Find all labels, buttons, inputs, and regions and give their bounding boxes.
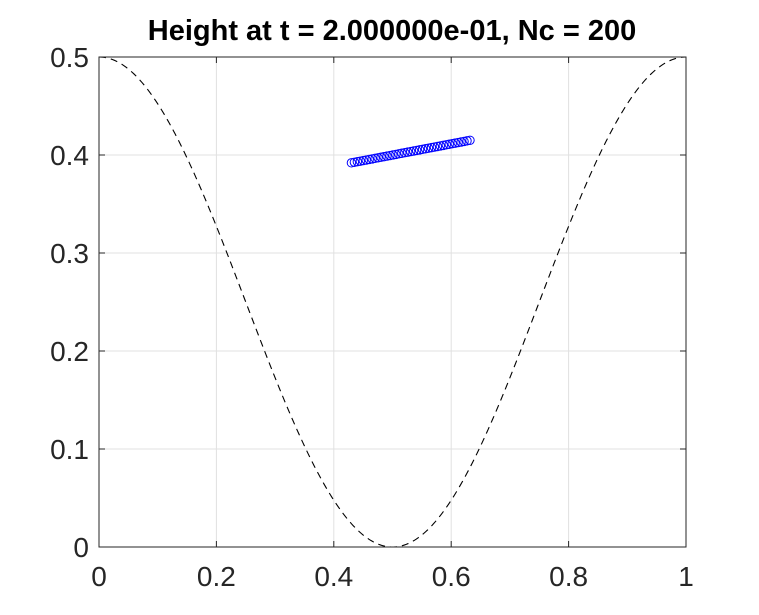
y-tick-labels: 0 0.1 0.2 0.3 0.4 0.5	[50, 42, 89, 563]
x-tick-label: 0.2	[197, 561, 236, 592]
x-tick-label: 1	[678, 561, 694, 592]
x-tick-label: 0.4	[314, 561, 353, 592]
reference-curve-layer	[98, 56, 687, 548]
plot-area-frame	[98, 56, 687, 548]
tick-marks	[98, 56, 687, 548]
y-tick-label: 0.5	[50, 42, 89, 73]
x-tick-label: 0.8	[549, 561, 588, 592]
x-tick-label: 0.6	[432, 561, 471, 592]
grid-lines	[98, 56, 687, 548]
y-tick-label: 0.3	[50, 238, 89, 269]
y-tick-label: 0	[73, 532, 89, 563]
data-point-marker	[465, 135, 475, 146]
chart-title: Height at t = 2.000000e-01, Nc = 200	[148, 15, 636, 47]
reference-curve-dashed	[98, 56, 687, 548]
x-tick-label: 0	[91, 561, 107, 592]
marker-series-layer	[346, 135, 475, 168]
y-tick-label: 0.2	[50, 336, 89, 367]
y-tick-label: 0.4	[50, 140, 89, 171]
x-tick-labels: 0 0.2 0.4 0.6 0.8 1	[91, 561, 694, 592]
y-tick-label: 0.1	[50, 434, 89, 465]
